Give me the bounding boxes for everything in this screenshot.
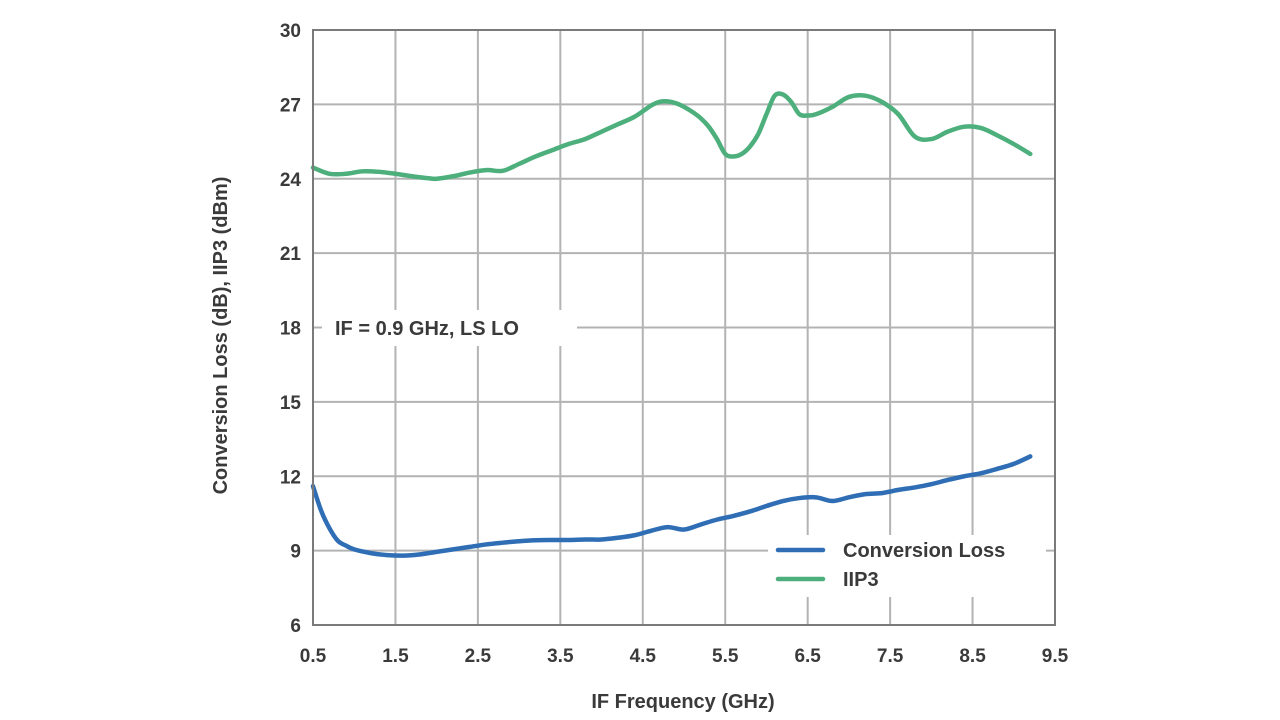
series-line-conversion-loss (310, 454, 1033, 558)
chart-annotation: IF = 0.9 GHz, LS LO (335, 318, 519, 340)
x-tick-label: 7.5 (877, 646, 904, 667)
y-tick-label: 6 (290, 616, 301, 637)
x-axis-label: IF Frequency (GHz) (591, 691, 774, 713)
x-tick-label: 1.5 (382, 646, 409, 667)
x-tick-label: 9.5 (1042, 646, 1069, 667)
legend-label: IIP3 (843, 569, 879, 591)
y-tick-label: 24 (280, 170, 302, 191)
x-tick-label: 3.5 (547, 646, 574, 667)
y-tick-label: 15 (280, 393, 302, 414)
x-tick-label: 6.5 (794, 646, 821, 667)
y-tick-label: 9 (290, 542, 301, 563)
legend-label: Conversion Loss (843, 540, 1005, 562)
legend: Conversion Loss IIP3 (768, 535, 1046, 597)
legend-background (768, 535, 1046, 597)
y-tick-label: 27 (280, 95, 301, 116)
y-tick-label: 12 (280, 467, 301, 488)
y-axis-ticks: 6 9 12 15 18 21 24 27 30 (280, 21, 302, 637)
plot-frame (312, 29, 1056, 626)
series-lines (310, 91, 1033, 558)
y-tick-label: 21 (280, 244, 302, 265)
annotation-background (322, 310, 577, 346)
x-tick-label: 0.5 (300, 646, 327, 667)
x-tick-label: 8.5 (959, 646, 986, 667)
x-tick-label: 2.5 (465, 646, 492, 667)
x-tick-label: 4.5 (630, 646, 657, 667)
x-axis-ticks: 0.5 1.5 2.5 3.5 4.5 5.5 6.5 7.5 8.5 9.5 (300, 646, 1069, 667)
y-tick-label: 30 (280, 21, 301, 42)
y-axis-label: Conversion Loss (dB), IIP3 (dBm) (210, 177, 232, 495)
y-tick-label: 18 (280, 319, 301, 340)
series-line-iip3 (310, 91, 1033, 182)
x-tick-label: 5.5 (712, 646, 739, 667)
